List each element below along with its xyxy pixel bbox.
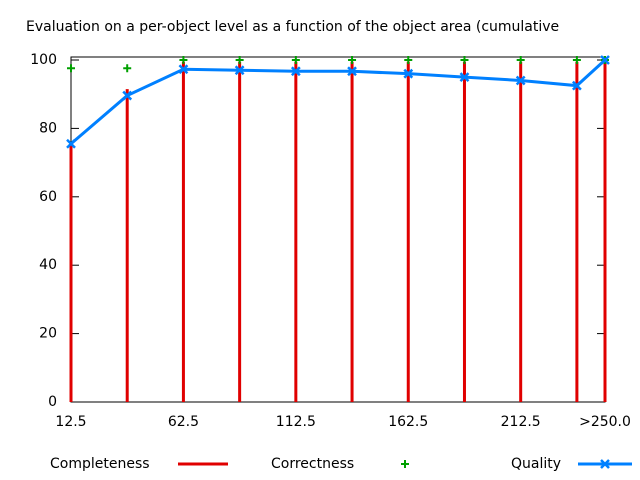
point <box>348 56 357 64</box>
x-tick-label: >250.0 <box>579 414 631 430</box>
point <box>122 90 133 101</box>
x-tick-label: 162.5 <box>388 414 428 430</box>
plot-frame <box>70 56 606 403</box>
x-tick-label: 212.5 <box>501 414 541 430</box>
point <box>515 75 526 86</box>
point <box>290 66 301 77</box>
point <box>460 56 469 64</box>
point <box>66 138 76 149</box>
point <box>178 64 189 75</box>
point <box>404 56 413 64</box>
point <box>123 64 132 73</box>
point <box>572 80 582 91</box>
legend-swatch <box>600 459 610 469</box>
point <box>67 64 75 73</box>
chart-title: Evaluation on a per-object level as a fu… <box>26 19 559 35</box>
y-tick-label: 0 <box>48 394 57 410</box>
point <box>234 65 245 76</box>
point <box>600 55 610 65</box>
y-tick-label: 100 <box>30 52 57 68</box>
legend-label: Completeness <box>50 456 150 472</box>
x-tick-label: 62.5 <box>168 414 199 430</box>
legend-swatch <box>401 460 409 468</box>
line <box>70 58 607 145</box>
y-tick-label: 60 <box>39 189 57 205</box>
point <box>179 56 188 64</box>
point <box>347 66 357 77</box>
y-tick-label: 80 <box>39 120 57 136</box>
point <box>459 72 470 82</box>
legend-label: Correctness <box>271 456 354 472</box>
legend-label: Quality <box>511 456 561 472</box>
point <box>516 56 525 64</box>
x-tick-label: 112.5 <box>276 414 316 430</box>
y-tick-label: 40 <box>39 257 57 273</box>
point <box>572 56 581 64</box>
point <box>291 56 300 64</box>
point <box>235 56 244 64</box>
y-tick-label: 20 <box>39 326 57 342</box>
x-tick-label: 12.5 <box>55 414 86 430</box>
point <box>403 68 414 79</box>
